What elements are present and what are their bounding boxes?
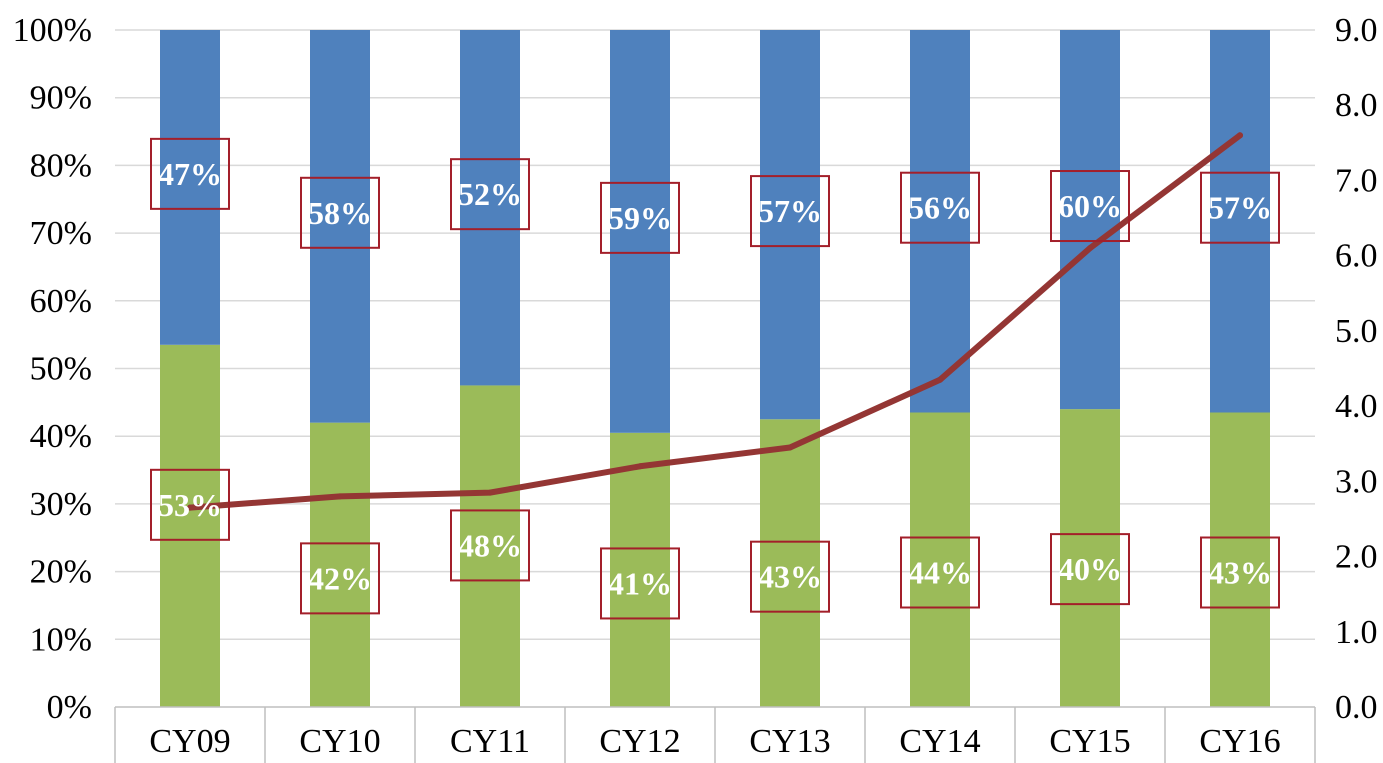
- data-label: 43%: [1208, 555, 1272, 591]
- bar-segment: [160, 344, 220, 707]
- grid-lines: [115, 29, 1315, 641]
- data-label: 52%: [458, 176, 522, 212]
- data-label: 58%: [308, 195, 372, 231]
- right-tick-label: 3.0: [1335, 463, 1378, 500]
- right-tick-label: 0.0: [1335, 689, 1378, 726]
- data-label-box: [450, 509, 530, 582]
- category-label: CY16: [1199, 723, 1280, 760]
- data-label-box: [750, 540, 830, 613]
- left-tick-label: 80%: [30, 147, 92, 184]
- line-point: [1087, 245, 1093, 252]
- data-label: 47%: [158, 156, 222, 192]
- right-tick-label: 1.0: [1335, 614, 1378, 651]
- data-label-box: [300, 176, 380, 249]
- data-label: 40%: [1058, 551, 1122, 587]
- data-label-box: [1200, 171, 1280, 244]
- category-label: CY13: [749, 723, 830, 760]
- data-label: 42%: [308, 560, 372, 596]
- bar-segment: [310, 422, 370, 707]
- data-label-box: [750, 175, 830, 248]
- right-tick-label: 8.0: [1335, 87, 1378, 124]
- bar-segment: [1060, 30, 1120, 410]
- category-label: CY12: [599, 723, 680, 760]
- data-label: 60%: [1058, 188, 1122, 224]
- data-label-box: [450, 158, 530, 231]
- line-point: [487, 489, 493, 496]
- data-label-box: [600, 547, 680, 620]
- left-tick-label: 0%: [47, 689, 92, 726]
- left-tick-label: 50%: [30, 351, 92, 388]
- data-label: 41%: [608, 565, 672, 601]
- left-tick-label: 30%: [30, 486, 92, 523]
- right-axis: 0.0 1.0 2.0 3.0 4.0 5.0 6.0 7.0 8.0 9.0: [1335, 12, 1378, 726]
- right-tick-label: 7.0: [1335, 162, 1378, 199]
- line-point: [937, 376, 943, 383]
- data-label: 48%: [458, 527, 522, 563]
- bar-segment: [760, 419, 820, 707]
- bar-segment: [460, 30, 520, 386]
- bar-segment: [1210, 412, 1270, 707]
- data-label: 43%: [758, 559, 822, 595]
- line-point: [337, 493, 343, 500]
- data-label-box: [1050, 170, 1130, 243]
- bar-segment: [910, 412, 970, 707]
- category-label: CY15: [1049, 723, 1130, 760]
- bar-segment: [1060, 409, 1120, 707]
- data-label-box: [900, 536, 980, 609]
- data-label: 57%: [758, 193, 822, 229]
- data-label: 59%: [608, 200, 672, 236]
- left-tick-label: 70%: [30, 215, 92, 252]
- line-point: [637, 463, 643, 470]
- bar-segment: [160, 30, 220, 345]
- data-label-box: [600, 181, 680, 254]
- line-path: [187, 132, 1243, 511]
- category-label: CY09: [149, 723, 230, 760]
- bar-segment: [910, 30, 970, 413]
- right-tick-label: 4.0: [1335, 388, 1378, 425]
- right-tick-label: 2.0: [1335, 539, 1378, 576]
- data-label-box: [1200, 536, 1280, 609]
- data-label-box: [1050, 533, 1130, 606]
- bar-segment: [610, 432, 670, 707]
- bar-segment: [460, 385, 520, 707]
- data-label: 53%: [158, 487, 222, 523]
- stacked-bars: [160, 30, 1270, 707]
- right-tick-label: 6.0: [1335, 238, 1378, 275]
- data-label: 44%: [908, 555, 972, 591]
- category-label: CY10: [299, 723, 380, 760]
- category-label: CY11: [450, 723, 530, 760]
- data-label-box: [150, 137, 230, 210]
- data-label-box: [300, 542, 380, 615]
- bar-segment: [610, 30, 670, 433]
- left-tick-label: 10%: [30, 621, 92, 658]
- category-label: CY14: [899, 723, 980, 760]
- line-point: [787, 444, 793, 451]
- line-series: [187, 132, 1243, 511]
- line-point: [1237, 132, 1243, 139]
- bar-segment: [760, 30, 820, 420]
- data-label-box: [150, 468, 230, 541]
- left-tick-label: 60%: [30, 283, 92, 320]
- left-tick-label: 20%: [30, 554, 92, 591]
- left-tick-label: 40%: [30, 418, 92, 455]
- x-axis: CY09 CY10 CY11 CY12 CY13 CY14 CY15 CY16: [114, 706, 1316, 763]
- left-tick-label: 100%: [13, 12, 92, 49]
- data-label: 56%: [908, 190, 972, 226]
- bar-segment: [310, 30, 370, 423]
- data-label: 57%: [1208, 190, 1272, 226]
- left-tick-label: 90%: [30, 80, 92, 117]
- right-tick-label: 5.0: [1335, 313, 1378, 350]
- data-labels: 53% 47% 42% 58% 48% 52% 41% 59% 43% 57% 44% 56% 40% 6…: [150, 137, 1280, 620]
- bar-segment: [1210, 30, 1270, 413]
- right-tick-label: 9.0: [1335, 12, 1378, 49]
- left-axis: 0% 10% 20% 30% 40% 50% 60% 70% 80% 90% 100%: [13, 12, 92, 726]
- data-label-box: [900, 171, 980, 244]
- line-point: [187, 504, 193, 511]
